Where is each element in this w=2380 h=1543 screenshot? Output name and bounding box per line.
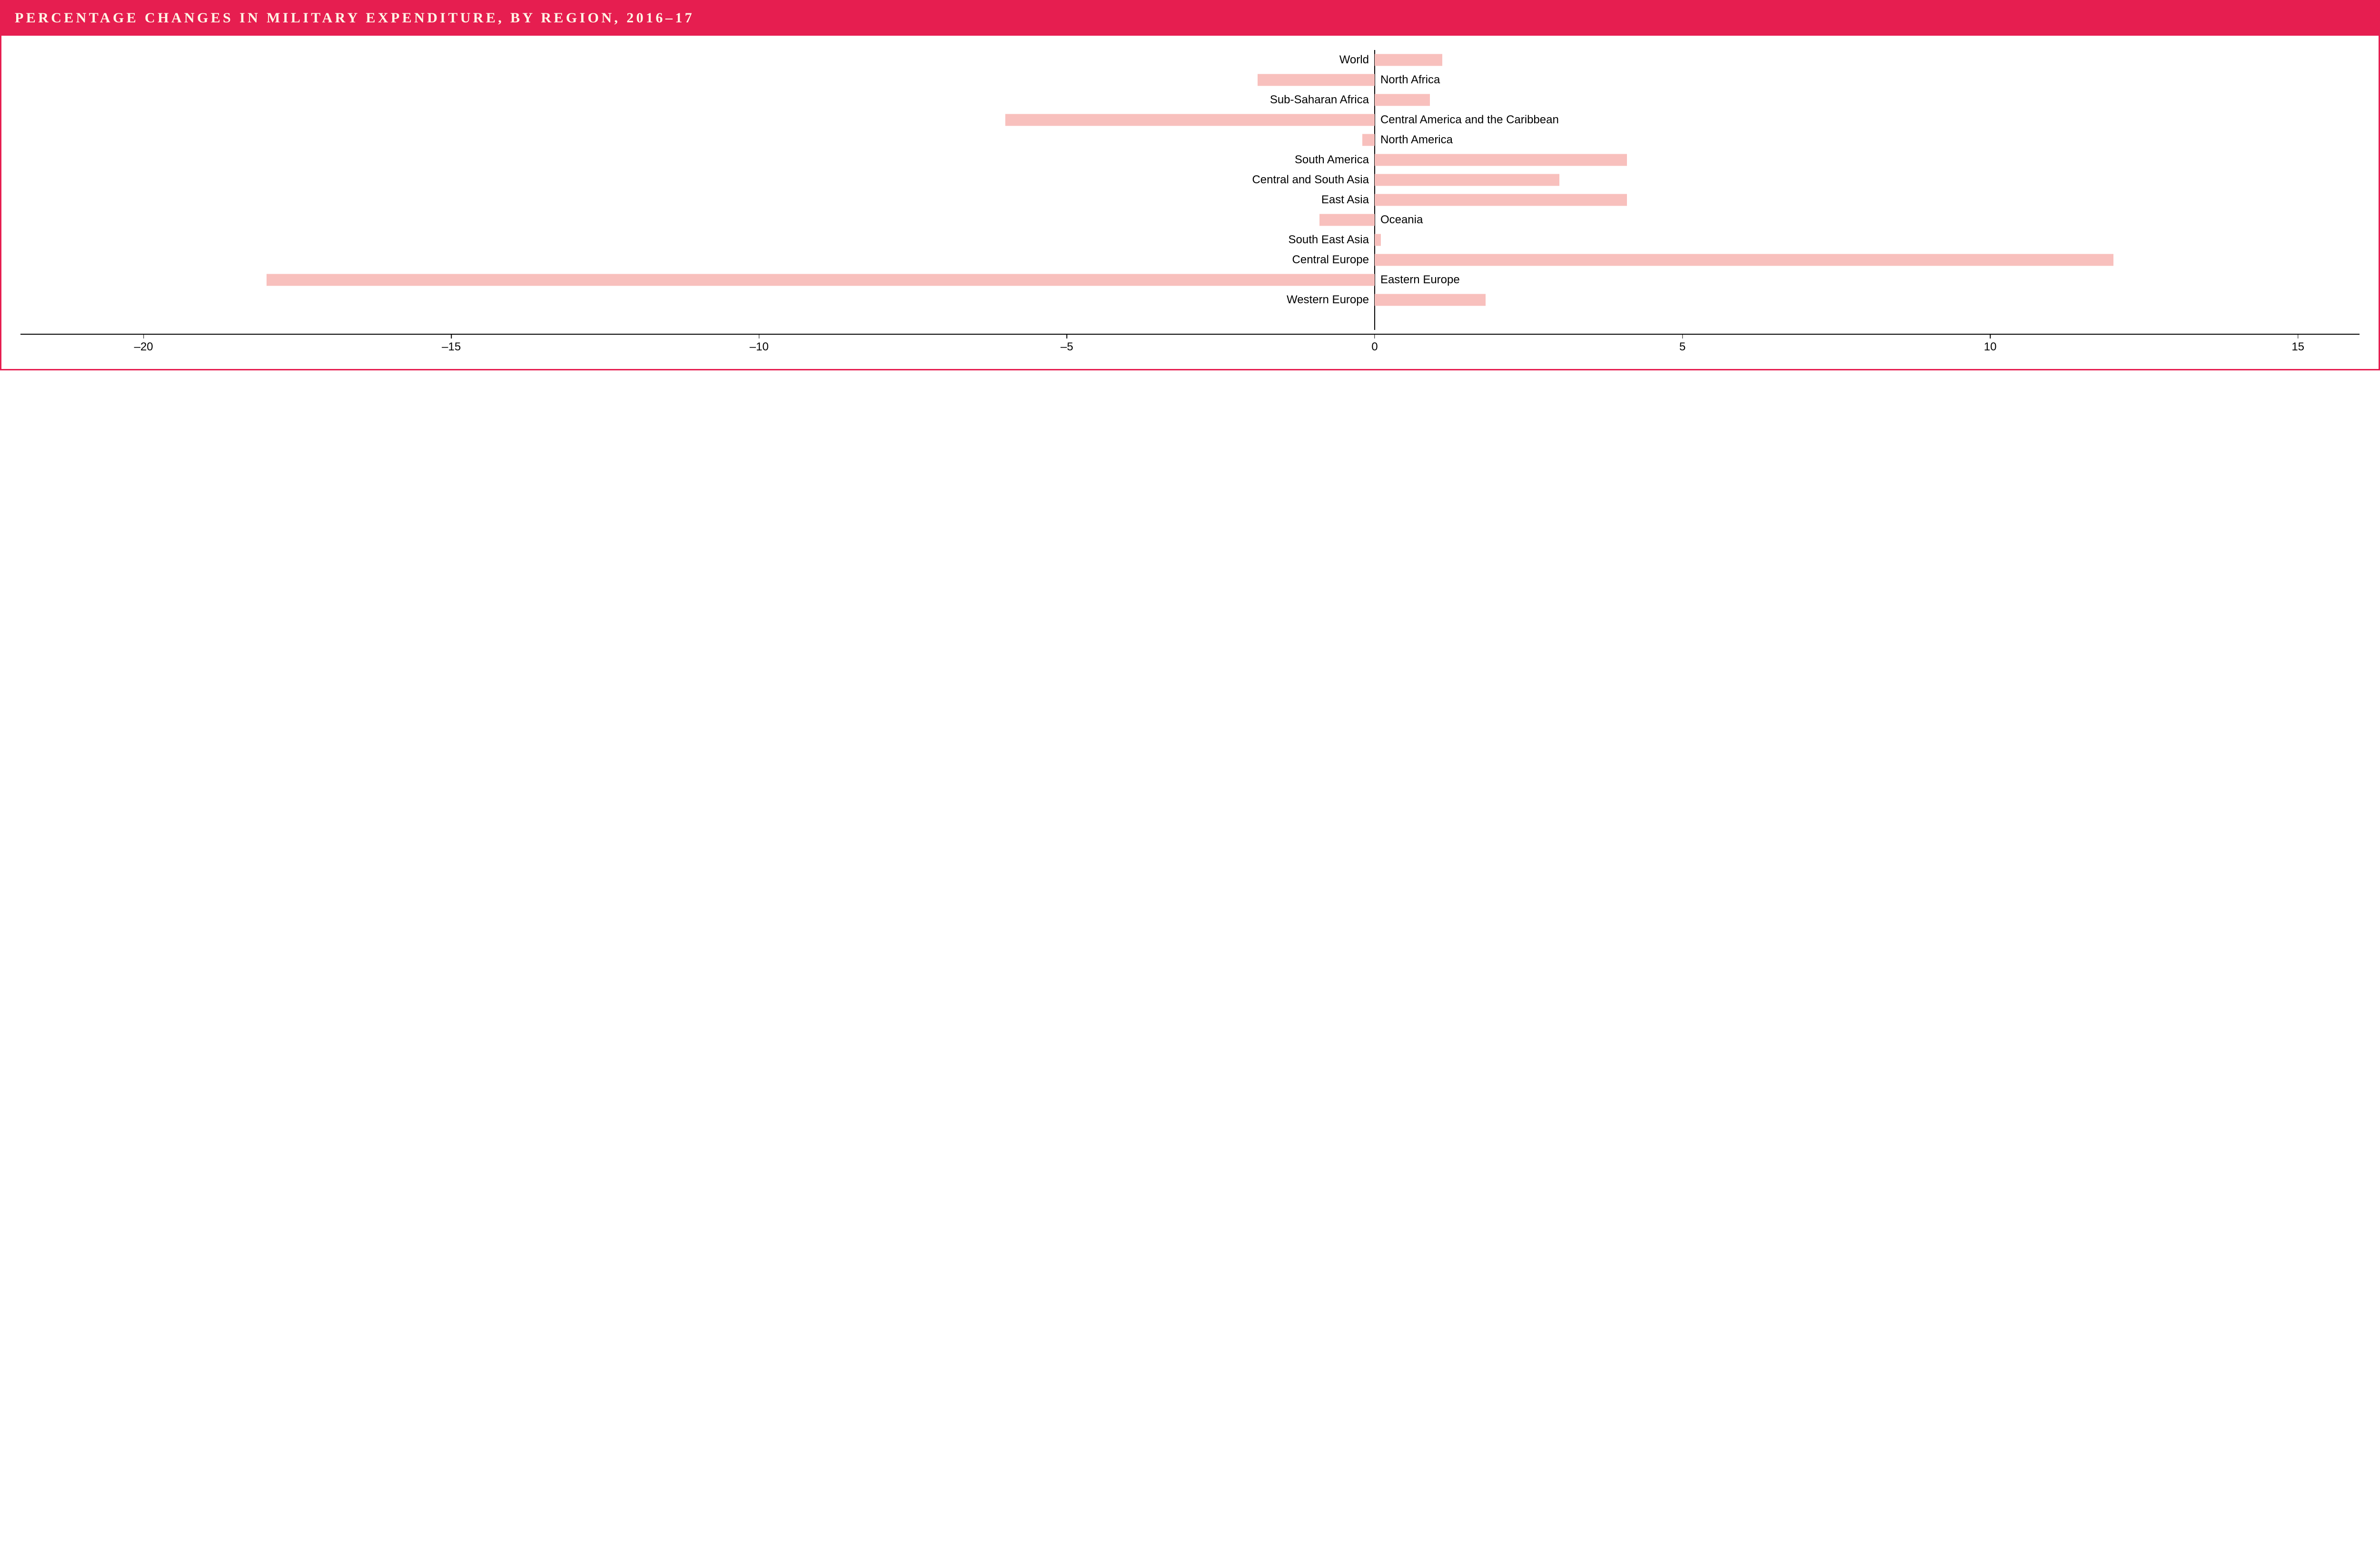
x-tick-label: 5	[1679, 340, 1686, 354]
x-tick	[1374, 334, 1375, 338]
x-axis-line	[20, 334, 2360, 335]
bar	[1005, 114, 1375, 126]
x-tick-label: 0	[1371, 340, 1378, 354]
chart-title: PERCENTAGE CHANGES IN MILITARY EXPENDITU…	[15, 10, 694, 26]
bar	[1362, 134, 1375, 146]
bar-row: Eastern Europe	[20, 270, 2360, 290]
bar-label: North Africa	[1380, 73, 1440, 87]
bar-row: Central America and the Caribbean	[20, 110, 2360, 130]
x-tick	[1682, 334, 1683, 338]
bar-label: Sub-Saharan Africa	[1270, 93, 1369, 107]
bar-row: Western Europe	[20, 290, 2360, 310]
bar	[1375, 194, 1627, 206]
x-tick-label: 10	[1984, 340, 1997, 354]
bar-label: Central Europe	[1292, 253, 1369, 267]
bar-label: Eastern Europe	[1380, 273, 1460, 287]
chart-title-bar: PERCENTAGE CHANGES IN MILITARY EXPENDITU…	[1, 1, 2379, 36]
bar	[1375, 94, 1430, 106]
bar	[1375, 174, 1559, 186]
bar-row: East Asia	[20, 190, 2360, 210]
bar-label: East Asia	[1321, 193, 1369, 207]
x-tick-label: –20	[134, 340, 153, 354]
bar-row: South East Asia	[20, 230, 2360, 250]
x-tick	[759, 334, 760, 338]
x-tick-label: –10	[750, 340, 769, 354]
chart-area: World North Africa Sub-Saharan Africa Centr…	[1, 36, 2379, 369]
bar-rows: World North Africa Sub-Saharan Africa Centr…	[20, 50, 2360, 330]
bar	[1258, 74, 1375, 86]
x-tick-label: 15	[2291, 340, 2304, 354]
bar	[1375, 154, 1627, 166]
bar-row: Sub-Saharan Africa	[20, 90, 2360, 110]
x-tick-label: –15	[442, 340, 461, 354]
bar	[1375, 54, 1442, 66]
bar-row: North America	[20, 130, 2360, 150]
x-tick	[143, 334, 144, 338]
bar	[1319, 214, 1375, 226]
bar-row: Central Europe	[20, 250, 2360, 270]
bar-label: South East Asia	[1289, 233, 1369, 247]
plot-region: World North Africa Sub-Saharan Africa Centr…	[20, 50, 2360, 330]
bar-label: Western Europe	[1287, 293, 1369, 307]
bar	[1375, 254, 2113, 266]
bar-row: North Africa	[20, 70, 2360, 90]
bar-label: South America	[1295, 153, 1369, 167]
bar-label: World	[1339, 53, 1369, 67]
bar	[1375, 294, 1486, 306]
bar-label: Central America and the Caribbean	[1380, 113, 1559, 127]
x-tick	[1067, 334, 1068, 338]
x-axis: –20 –15 –10 –5 0 5 10 15	[20, 334, 2360, 358]
chart-frame: PERCENTAGE CHANGES IN MILITARY EXPENDITU…	[0, 0, 2380, 370]
bar	[267, 274, 1375, 286]
x-tick	[1990, 334, 1991, 338]
bar-row: Central and South Asia	[20, 170, 2360, 190]
bar-row: World	[20, 50, 2360, 70]
bar-label: Oceania	[1380, 213, 1423, 227]
bar	[1375, 234, 1381, 246]
bar-label: North America	[1380, 133, 1453, 147]
x-tick	[451, 334, 452, 338]
bar-label: Central and South Asia	[1252, 173, 1369, 187]
bar-row-spacer	[20, 310, 2360, 330]
bar-row: Oceania	[20, 210, 2360, 230]
chart: World North Africa Sub-Saharan Africa Centr…	[20, 50, 2360, 358]
x-tick-label: –5	[1061, 340, 1073, 354]
x-tick	[2298, 334, 2299, 338]
bar-row: South America	[20, 150, 2360, 170]
